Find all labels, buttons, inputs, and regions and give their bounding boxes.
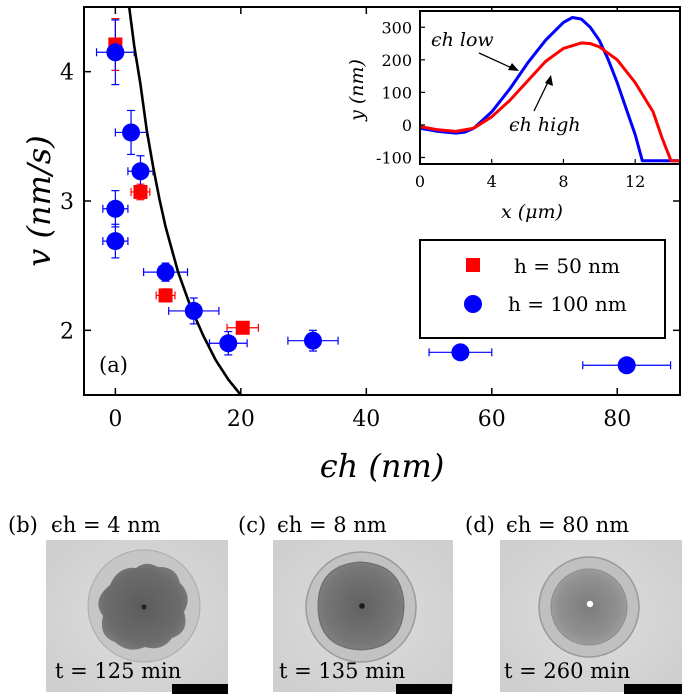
droplet-d-center [586,600,594,608]
droplet-c-center [359,603,365,609]
data-point-h100 [106,43,125,62]
annotation-low: ϵh low [431,29,494,51]
inset-x-title: x (μm) [501,201,563,223]
legend-label-h100: h = 100 nm [508,292,627,316]
x-tick-label: 80 [603,407,631,432]
data-point-h100 [303,331,322,350]
legend-marker-h100 [464,295,482,313]
data-point-h100 [451,343,470,362]
inset-x-tick-label: 4 [487,172,497,191]
profile-low-line [420,16,680,163]
inset-y-title: y (nm) [346,59,368,122]
data-point-h50 [235,320,250,335]
panel-d-time: t = 260 min [504,659,630,683]
panel-b-time: t = 125 min [55,659,181,683]
inset-x-tick-label: 12 [625,172,645,191]
inset-y-tick-label: -100 [376,148,412,167]
panel-label-a: (a) [99,353,128,377]
fit-curve [127,7,242,395]
y-tick-label: 4 [60,61,74,86]
inset-y-tick-label: 300 [381,18,412,37]
annotation-low-arrow [478,52,515,70]
panel-c-label: (c) [238,513,266,537]
inset-y-tick-label: 200 [381,51,412,70]
droplet-b-center [141,604,147,610]
panel-b-label: (b) [8,513,38,537]
inset-x-tick-label: 0 [415,172,425,191]
legend: h = 50 nm h = 100 nm [419,239,666,339]
inset-y-axis: -100 0 100 200 300 [376,18,425,167]
data-point-h50 [133,184,148,199]
panel-d-label: (d) [465,513,495,537]
y-tick-label: 2 [60,319,74,344]
data-point-h100 [219,334,238,353]
scale-bar-b [172,684,228,694]
panel-d-title: ϵh = 80 nm [506,513,629,537]
data-point-h100 [131,162,150,181]
inset-x-axis: 0 4 8 12 [415,159,645,191]
panel-b-title: ϵh = 4 nm [51,513,161,537]
x-tick-label: 0 [108,407,122,432]
annotation-high-arrowhead [545,75,553,86]
x-tick-label: 60 [478,407,506,432]
data-point-h50 [158,288,173,303]
data-point-h100 [156,263,175,282]
inset-x-tick-label: 8 [558,172,568,191]
x-tick-label: 20 [227,407,255,432]
data-point-h100 [122,123,141,142]
panel-c-title: ϵh = 8 nm [277,513,387,537]
annotation-high: ϵh high [509,114,581,136]
legend-label-h50: h = 50 nm [514,254,620,278]
inset-y-tick-label: 0 [402,116,412,135]
marker-layer [106,37,636,375]
image-panel-d: (d) ϵh = 80 nm t = 260 min [465,513,682,694]
annotation-low-arrowhead [508,63,519,71]
scale-bar-c [396,684,452,694]
profile-high-line [420,41,680,163]
data-point-h100 [184,301,203,320]
legend-marker-h50 [466,258,480,272]
panel-c-time: t = 135 min [279,659,405,683]
data-point-h100 [106,232,125,251]
inset-y-tick-label: 100 [381,83,412,102]
image-panel-c: (c) ϵh = 8 nm t = 135 min [238,513,453,694]
data-point-h100 [617,356,636,375]
data-point-h100 [106,199,125,218]
legend-box [419,239,666,339]
y-axis-title: v (nm/s) [20,135,58,266]
inset-frame [419,10,681,165]
inset-lines [420,16,680,163]
annotation-high-arrow [533,79,550,112]
x-tick-label: 40 [352,407,380,432]
x-axis-title: ϵh (nm) [320,447,445,485]
image-panel-b: (b) ϵh = 4 nm t = 125 min [8,513,228,694]
y-axis: 2 3 4 [60,61,680,344]
scale-bar-d [624,684,682,694]
y-tick-label: 3 [60,190,74,215]
